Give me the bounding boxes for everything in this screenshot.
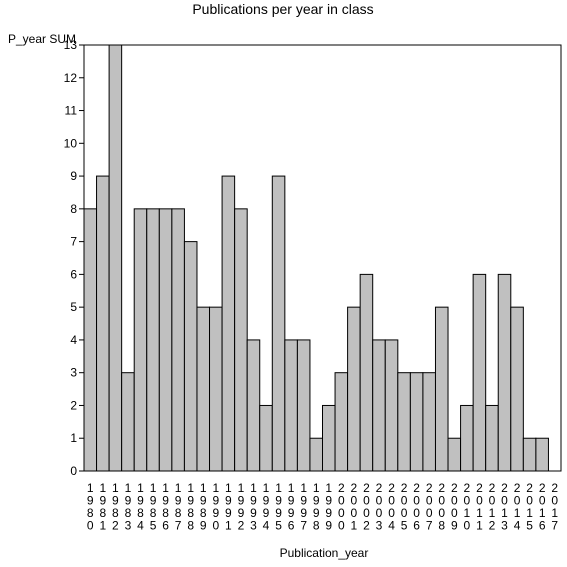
bar-2007 xyxy=(422,372,436,472)
bar-1997 xyxy=(296,339,311,472)
bar-1992 xyxy=(234,208,248,472)
y-tick-label: 5 xyxy=(70,300,77,314)
y-tick-label: 6 xyxy=(70,267,77,281)
bar-2012 xyxy=(485,404,499,472)
bar-2015 xyxy=(522,437,537,472)
bar-1989 xyxy=(196,306,211,472)
chart-title: Publications per year in class xyxy=(192,1,373,17)
bar-2004 xyxy=(384,339,399,472)
y-tick-label: 1 xyxy=(70,431,77,445)
bar-2014 xyxy=(510,306,524,472)
bar-1982 xyxy=(108,44,123,472)
bar-1987 xyxy=(171,208,185,472)
plot-frame xyxy=(83,44,562,472)
bar-2003 xyxy=(372,339,386,472)
bar-1980 xyxy=(83,208,98,472)
x-axis-label: Publication_year xyxy=(280,546,369,560)
bar-2016 xyxy=(535,437,549,472)
y-tick-label: 10 xyxy=(64,136,78,150)
x-axis: 1 9 8 0 1 9 8 1 1 9 8 2 1 9 8 3 1 9 8 4 1 9 8 5 1 9 8 6 1 9 8 7 1 9 8 8 1 9 8 9… xyxy=(87,481,558,533)
y-tick-label: 7 xyxy=(70,235,77,249)
bar-2002 xyxy=(359,273,374,472)
bar-1981 xyxy=(96,175,110,472)
y-tick-label: 8 xyxy=(70,202,77,216)
bar-1985 xyxy=(146,208,160,472)
bar-2000 xyxy=(334,372,349,472)
y-tick-label: 12 xyxy=(64,71,78,85)
bar-1993 xyxy=(246,339,261,472)
y-tick-label: 3 xyxy=(70,366,77,380)
bar-1983 xyxy=(121,372,135,472)
bar-2005 xyxy=(397,372,411,472)
y-tick-label: 13 xyxy=(64,38,78,52)
bar-2009 xyxy=(447,437,462,472)
bars xyxy=(83,44,549,472)
y-tick-label: 2 xyxy=(70,398,77,412)
y-axis-label: P_year SUM xyxy=(8,32,76,46)
bar-1999 xyxy=(322,404,336,472)
bar-2010 xyxy=(460,404,474,472)
bar-2013 xyxy=(497,273,512,472)
y-tick-label: 11 xyxy=(65,104,78,118)
bar-1996 xyxy=(284,339,298,472)
y-tick-label: 4 xyxy=(70,333,77,347)
bar-1995 xyxy=(271,175,286,472)
bar-1991 xyxy=(221,175,236,472)
bar-1994 xyxy=(259,404,273,472)
bar-1986 xyxy=(158,208,173,472)
bar-2011 xyxy=(472,273,487,472)
bar-2008 xyxy=(434,306,449,472)
bar-2001 xyxy=(347,306,361,472)
y-tick-label: 9 xyxy=(70,169,77,183)
bar-2006 xyxy=(409,372,424,472)
bar-1988 xyxy=(183,241,198,472)
bar-1998 xyxy=(309,437,323,472)
y-tick-label: 0 xyxy=(70,464,77,478)
bar-1984 xyxy=(133,208,148,472)
bar-1990 xyxy=(209,306,223,472)
